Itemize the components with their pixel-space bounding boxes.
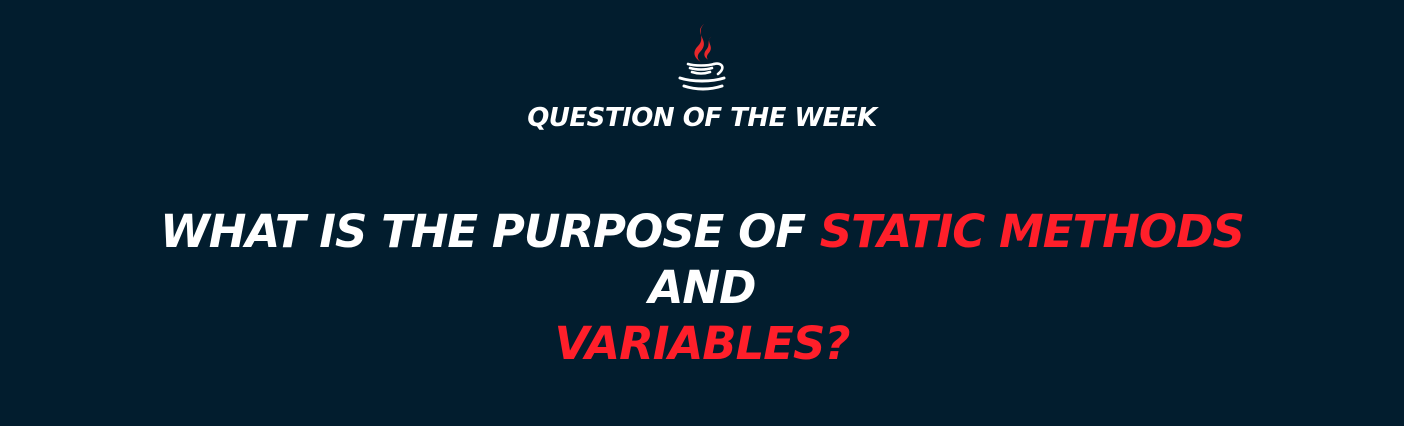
kicker-label: QUESTION OF THE WEEK [527,103,877,133]
java-coffee-cup-icon [678,24,726,91]
headline-highlight-1: STATIC METHODS [819,205,1245,258]
question-headline: WHAT IS THE PURPOSE OF STATIC METHODS AN… [100,204,1304,372]
headline-highlight-2: VARIABLES? [554,317,850,370]
headline-text-1: WHAT IS THE PURPOSE OF [160,205,820,258]
headline-text-2: AND [648,261,757,314]
